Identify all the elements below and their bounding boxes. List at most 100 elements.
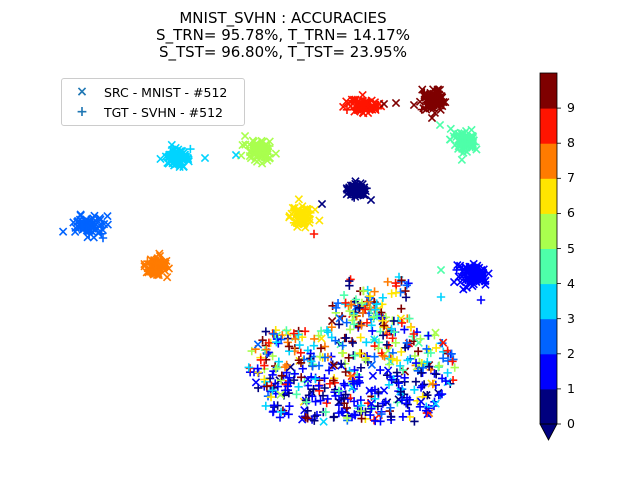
source-point — [478, 272, 487, 281]
source-point — [391, 98, 401, 108]
target-point — [251, 378, 261, 387]
target-point — [410, 351, 420, 361]
colorbar-segment-5 — [540, 213, 557, 249]
target-point — [401, 399, 411, 408]
target-point — [261, 327, 271, 336]
target-point — [302, 398, 311, 407]
target-point — [335, 314, 344, 323]
target-point — [374, 344, 383, 353]
target-point — [377, 308, 386, 317]
colorbar-segment-7 — [540, 143, 557, 179]
source-point — [426, 88, 435, 98]
target-point — [355, 349, 365, 358]
target-point — [281, 386, 290, 395]
target-point — [334, 386, 344, 396]
colorbar-segment-8 — [540, 108, 557, 144]
target-point — [334, 408, 344, 418]
target-point — [373, 104, 383, 113]
target-point — [356, 363, 366, 372]
target-point — [98, 233, 108, 243]
target-point — [422, 98, 431, 107]
target-point — [434, 390, 443, 400]
source-point — [366, 195, 376, 205]
target-point — [372, 300, 381, 309]
target-point — [362, 318, 372, 327]
target-point — [357, 298, 367, 308]
target-point — [327, 323, 336, 332]
target-point — [284, 410, 293, 419]
title-line-1: MNIST_SVHN : ACCURACIES — [179, 9, 387, 27]
target-point — [321, 407, 330, 417]
legend-label-source: SRC - MNIST - #512 — [104, 84, 228, 100]
target-point — [450, 363, 459, 372]
colorbar-segment-1 — [540, 353, 557, 390]
colorbar-tick-label: 6 — [567, 205, 575, 221]
target-point — [256, 140, 265, 149]
target-point — [424, 362, 434, 371]
legend: × SRC - MNIST - #512 + TGT - SVHN - #512 — [61, 78, 245, 126]
target-point — [362, 184, 371, 193]
target-point — [253, 364, 262, 373]
target-point — [307, 387, 316, 397]
target-point — [376, 417, 385, 426]
target-point — [346, 371, 355, 381]
source-point — [245, 151, 255, 161]
target-point — [345, 306, 354, 316]
colorbar-tick-label: 5 — [567, 240, 575, 256]
target-point — [367, 404, 376, 413]
target-point — [349, 379, 359, 388]
target-point — [314, 381, 324, 391]
target-point — [249, 143, 259, 152]
target-point — [339, 379, 348, 388]
target-point — [428, 379, 438, 389]
source-point — [415, 97, 425, 106]
target-point — [324, 366, 334, 375]
target-point — [397, 318, 407, 328]
target-point — [403, 400, 412, 409]
target-point — [457, 146, 467, 155]
colorbar-segment-3 — [540, 283, 557, 320]
target-point — [361, 355, 370, 365]
target-point — [266, 392, 276, 402]
target-point — [422, 344, 431, 354]
target-point — [365, 386, 374, 395]
source-point — [58, 227, 68, 236]
target-point — [438, 354, 448, 363]
target-point — [411, 377, 421, 386]
source-point — [427, 113, 437, 123]
target-point — [370, 385, 380, 394]
target-point — [357, 414, 366, 423]
target-point — [376, 365, 385, 375]
target-point — [329, 376, 338, 385]
target-point — [439, 100, 448, 110]
target-point — [151, 263, 160, 273]
target-point — [253, 340, 263, 349]
target-point — [285, 401, 294, 411]
legend-label-target: TGT - SVHN - #512 — [104, 104, 223, 120]
target-point — [394, 379, 403, 388]
source-point — [70, 227, 80, 236]
target-point — [263, 144, 272, 153]
target-point — [271, 364, 281, 374]
target-point — [383, 366, 393, 375]
target-point — [245, 364, 255, 373]
target-point — [461, 140, 470, 149]
target-point — [329, 361, 339, 370]
target-point — [258, 336, 267, 345]
target-point — [143, 267, 153, 276]
target-point — [285, 373, 294, 383]
target-point — [297, 373, 306, 382]
target-point — [277, 371, 287, 380]
source-point — [285, 213, 294, 222]
colorbar-tick-label: 4 — [567, 275, 575, 291]
target-point — [367, 321, 376, 330]
target-point — [322, 398, 331, 408]
source-point — [342, 189, 351, 199]
source-point — [379, 99, 389, 109]
target-point — [378, 331, 388, 340]
target-point — [356, 406, 366, 416]
target-point — [320, 342, 330, 351]
target-point — [320, 383, 329, 393]
source-point — [457, 155, 467, 164]
target-point — [339, 291, 349, 300]
